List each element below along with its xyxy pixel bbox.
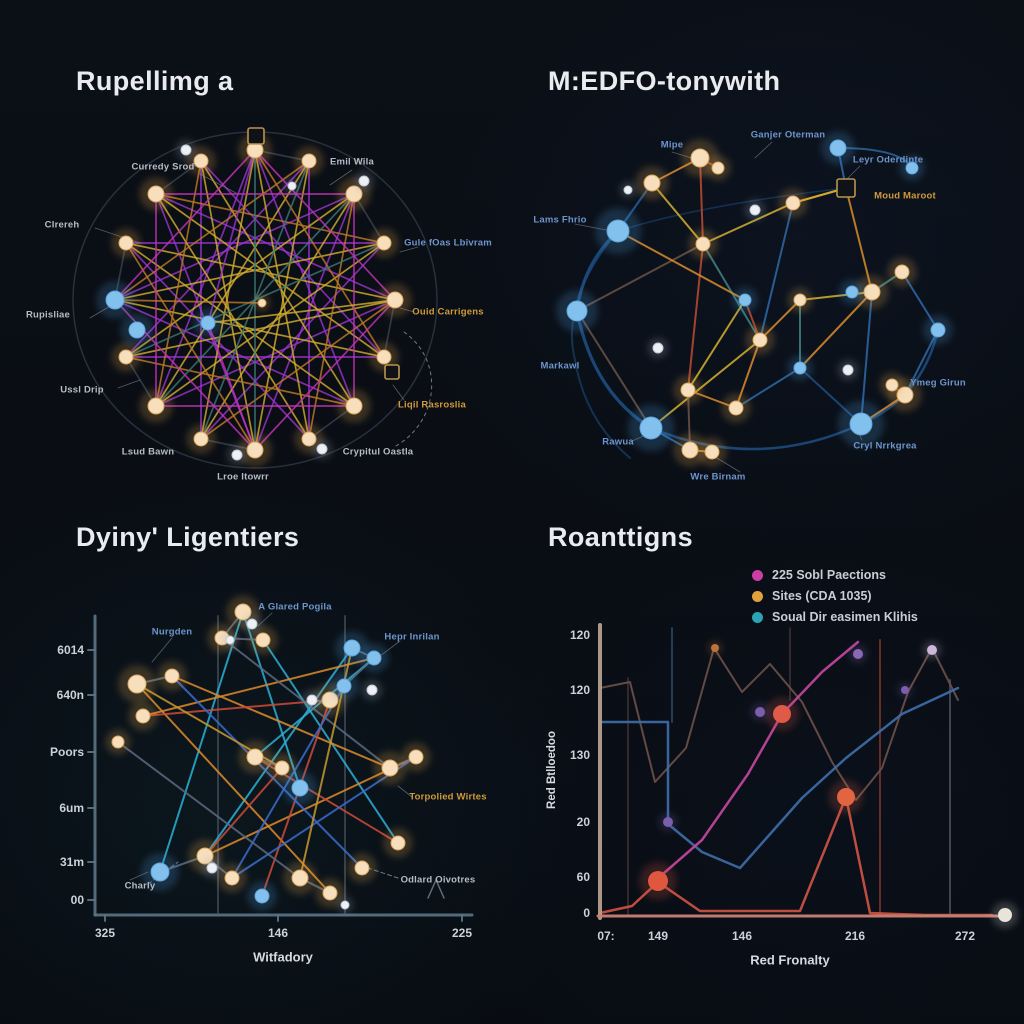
- axis-tick-label: 0: [583, 906, 590, 920]
- node-label: Curredy Srod: [131, 161, 195, 173]
- panel-title-top-left: Rupellimg a: [76, 66, 234, 96]
- legend-item: Sites (CDA 1035): [752, 589, 918, 603]
- panel-title-bottom-left: Dyiny' Ligentiers: [76, 522, 300, 552]
- node-label: Lsud Bawn: [121, 446, 175, 458]
- node-label: Lams Fhrio: [533, 214, 587, 226]
- legend-label: Sites (CDA 1035): [772, 589, 872, 603]
- legend-dot-magenta: [752, 569, 763, 581]
- axis-tick-label: 60: [576, 870, 590, 884]
- node-label: Moud Maroot: [874, 190, 936, 202]
- legend-item: 225 Sobl Paections: [752, 568, 918, 582]
- axis-tick-label: 149: [647, 929, 669, 943]
- node-label: Markawl: [540, 360, 580, 372]
- axis-tick-label: 640n: [56, 688, 84, 702]
- legend-dot-teal: [752, 611, 763, 623]
- node-label: A Glared Pogila: [258, 601, 332, 613]
- node-label: Liqil Rasroslia: [398, 399, 466, 411]
- legend-item: Soual Dir easimen Klihis: [752, 610, 918, 624]
- node-label: Clrereh: [44, 219, 80, 231]
- axis-tick-label: 225: [451, 926, 473, 940]
- chart-legend: 225 Sobl Paections Sites (CDA 1035) Soua…: [752, 568, 918, 624]
- legend-label: 225 Sobl Paections: [772, 568, 886, 582]
- node-label: Ganjer Oterman: [750, 129, 826, 141]
- node-label: Wre Birnam: [690, 471, 746, 483]
- panel-title-top-right: M:EDFO-tonywith: [548, 66, 781, 96]
- y-axis-label-bottom-right: Red Btlloedoo: [546, 731, 558, 809]
- axis-tick-label: 130: [569, 748, 590, 762]
- legend-dot-orange: [752, 590, 763, 602]
- axis-tick-label: 216: [844, 929, 866, 943]
- x-axis-label-bottom-right: Red Fronalty: [750, 952, 830, 968]
- node-label: Hepr Inrilan: [384, 631, 440, 643]
- node-label: Ymeg Girun: [910, 377, 966, 389]
- axis-tick-label: 07:: [597, 929, 615, 943]
- node-label: Crypitul Oastla: [342, 446, 414, 458]
- node-label: Torpolied Wirtes: [409, 791, 487, 803]
- axis-tick-label: 6014: [57, 643, 84, 657]
- axis-tick-label: Poors: [49, 745, 84, 759]
- legend-label: Soual Dir easimen Klihis: [772, 610, 918, 624]
- node-label: Rawua: [602, 436, 634, 448]
- axis-tick-label: 146: [731, 929, 753, 943]
- axis-tick-label: 20: [576, 815, 590, 829]
- node-label: Odlard Oivotres: [400, 874, 476, 886]
- node-label: Gule fOas Lbivram: [404, 237, 492, 249]
- axis-tick-label: 146: [267, 926, 289, 940]
- node-label: Leyr Oderdinte: [852, 154, 924, 166]
- node-label: Lroe Itowrr: [217, 471, 269, 483]
- node-label: Ussl Drip: [60, 384, 104, 396]
- node-label: Mipe: [660, 139, 684, 151]
- panel-title-bottom-right: Roanttigns: [548, 522, 693, 552]
- x-axis-label-bottom-left: Witfadory: [253, 949, 313, 965]
- axis-tick-label: 00: [70, 893, 84, 907]
- axis-tick-label: 325: [94, 926, 116, 940]
- node-label: Rupisliae: [25, 309, 71, 321]
- axis-tick-label: 272: [954, 929, 976, 943]
- node-label: Nurgden: [151, 626, 193, 638]
- node-label: Cryl Nrrkgrea: [853, 440, 917, 452]
- node-label: Emil Wila: [330, 156, 374, 168]
- node-label: Charly: [124, 880, 156, 892]
- axis-tick-label: 6um: [59, 801, 84, 815]
- axis-tick-label: 31m: [59, 855, 84, 869]
- axis-tick-label: 120: [569, 683, 590, 697]
- node-label: Ouid Carrigens: [412, 306, 484, 318]
- axis-tick-label: 120: [569, 628, 590, 642]
